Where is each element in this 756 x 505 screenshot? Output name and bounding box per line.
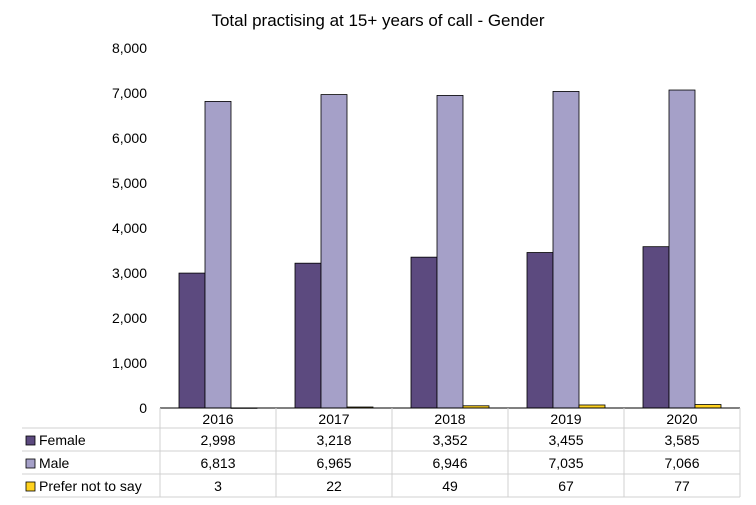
legend-label-prefer-not-to-say: Prefer not to say — [39, 478, 142, 494]
y-tick-label: 5,000 — [112, 175, 147, 191]
y-tick-label: 8,000 — [112, 40, 147, 56]
bars — [160, 89, 740, 409]
y-tick-label: 7,000 — [112, 85, 147, 101]
y-tick-label: 0 — [139, 400, 147, 416]
bar-male-2020 — [668, 89, 696, 409]
data-label-female-2019: 3,455 — [548, 432, 583, 448]
legend-swatch-prefer-not-to-say — [25, 481, 36, 492]
bar-male-2017 — [320, 94, 348, 409]
y-tick-label: 2,000 — [112, 310, 147, 326]
data-label-female-2017: 3,218 — [316, 432, 351, 448]
data-label-prefer-not-to-say-2019: 67 — [558, 478, 574, 494]
data-table: 2016 2017 2018 2019 2020 Female 2,998 3,218 3,35… — [22, 408, 741, 498]
bar-male-2016 — [204, 101, 232, 409]
data-label-male-2016: 6,813 — [200, 455, 235, 471]
data-label-male-2020: 7,066 — [664, 455, 699, 471]
data-label-male-2018: 6,946 — [432, 455, 467, 471]
y-tick-label: 3,000 — [112, 265, 147, 281]
bar-female-2020 — [642, 246, 670, 409]
legend-swatch-female — [25, 435, 36, 446]
y-axis: 0 1,000 2,000 3,000 4,000 5,000 6,000 7,000 8,00… — [112, 40, 147, 416]
bar-male-2019 — [552, 91, 580, 409]
data-label-prefer-not-to-say-2018: 49 — [442, 478, 458, 494]
legend-label-female: Female — [39, 432, 86, 448]
data-label-female-2016: 2,998 — [200, 432, 235, 448]
y-tick-label: 4,000 — [112, 220, 147, 236]
x-tick-label: 2017 — [318, 411, 349, 427]
bar-prefer-not-to-say-2020 — [694, 404, 722, 409]
legend-label-male: Male — [39, 455, 70, 471]
data-label-male-2017: 6,965 — [316, 455, 351, 471]
data-label-prefer-not-to-say-2020: 77 — [674, 478, 690, 494]
data-label-female-2018: 3,352 — [432, 432, 467, 448]
y-tick-label: 1,000 — [112, 355, 147, 371]
bar-female-2019 — [526, 252, 554, 409]
data-label-female-2020: 3,585 — [664, 432, 699, 448]
x-tick-label: 2018 — [434, 411, 465, 427]
data-label-male-2019: 7,035 — [548, 455, 583, 471]
bar-female-2018 — [410, 256, 438, 409]
y-tick-label: 6,000 — [112, 130, 147, 146]
x-tick-label: 2019 — [550, 411, 581, 427]
data-label-prefer-not-to-say-2016: 3 — [214, 478, 222, 494]
x-tick-label: 2016 — [202, 411, 233, 427]
bar-male-2018 — [436, 95, 464, 409]
x-tick-label: 2020 — [666, 411, 697, 427]
legend-swatch-male — [25, 458, 36, 469]
data-label-prefer-not-to-say-2017: 22 — [326, 478, 342, 494]
chart-title: Total practising at 15+ years of call - … — [211, 11, 544, 30]
bar-female-2017 — [294, 262, 322, 409]
bar-female-2016 — [178, 272, 206, 409]
